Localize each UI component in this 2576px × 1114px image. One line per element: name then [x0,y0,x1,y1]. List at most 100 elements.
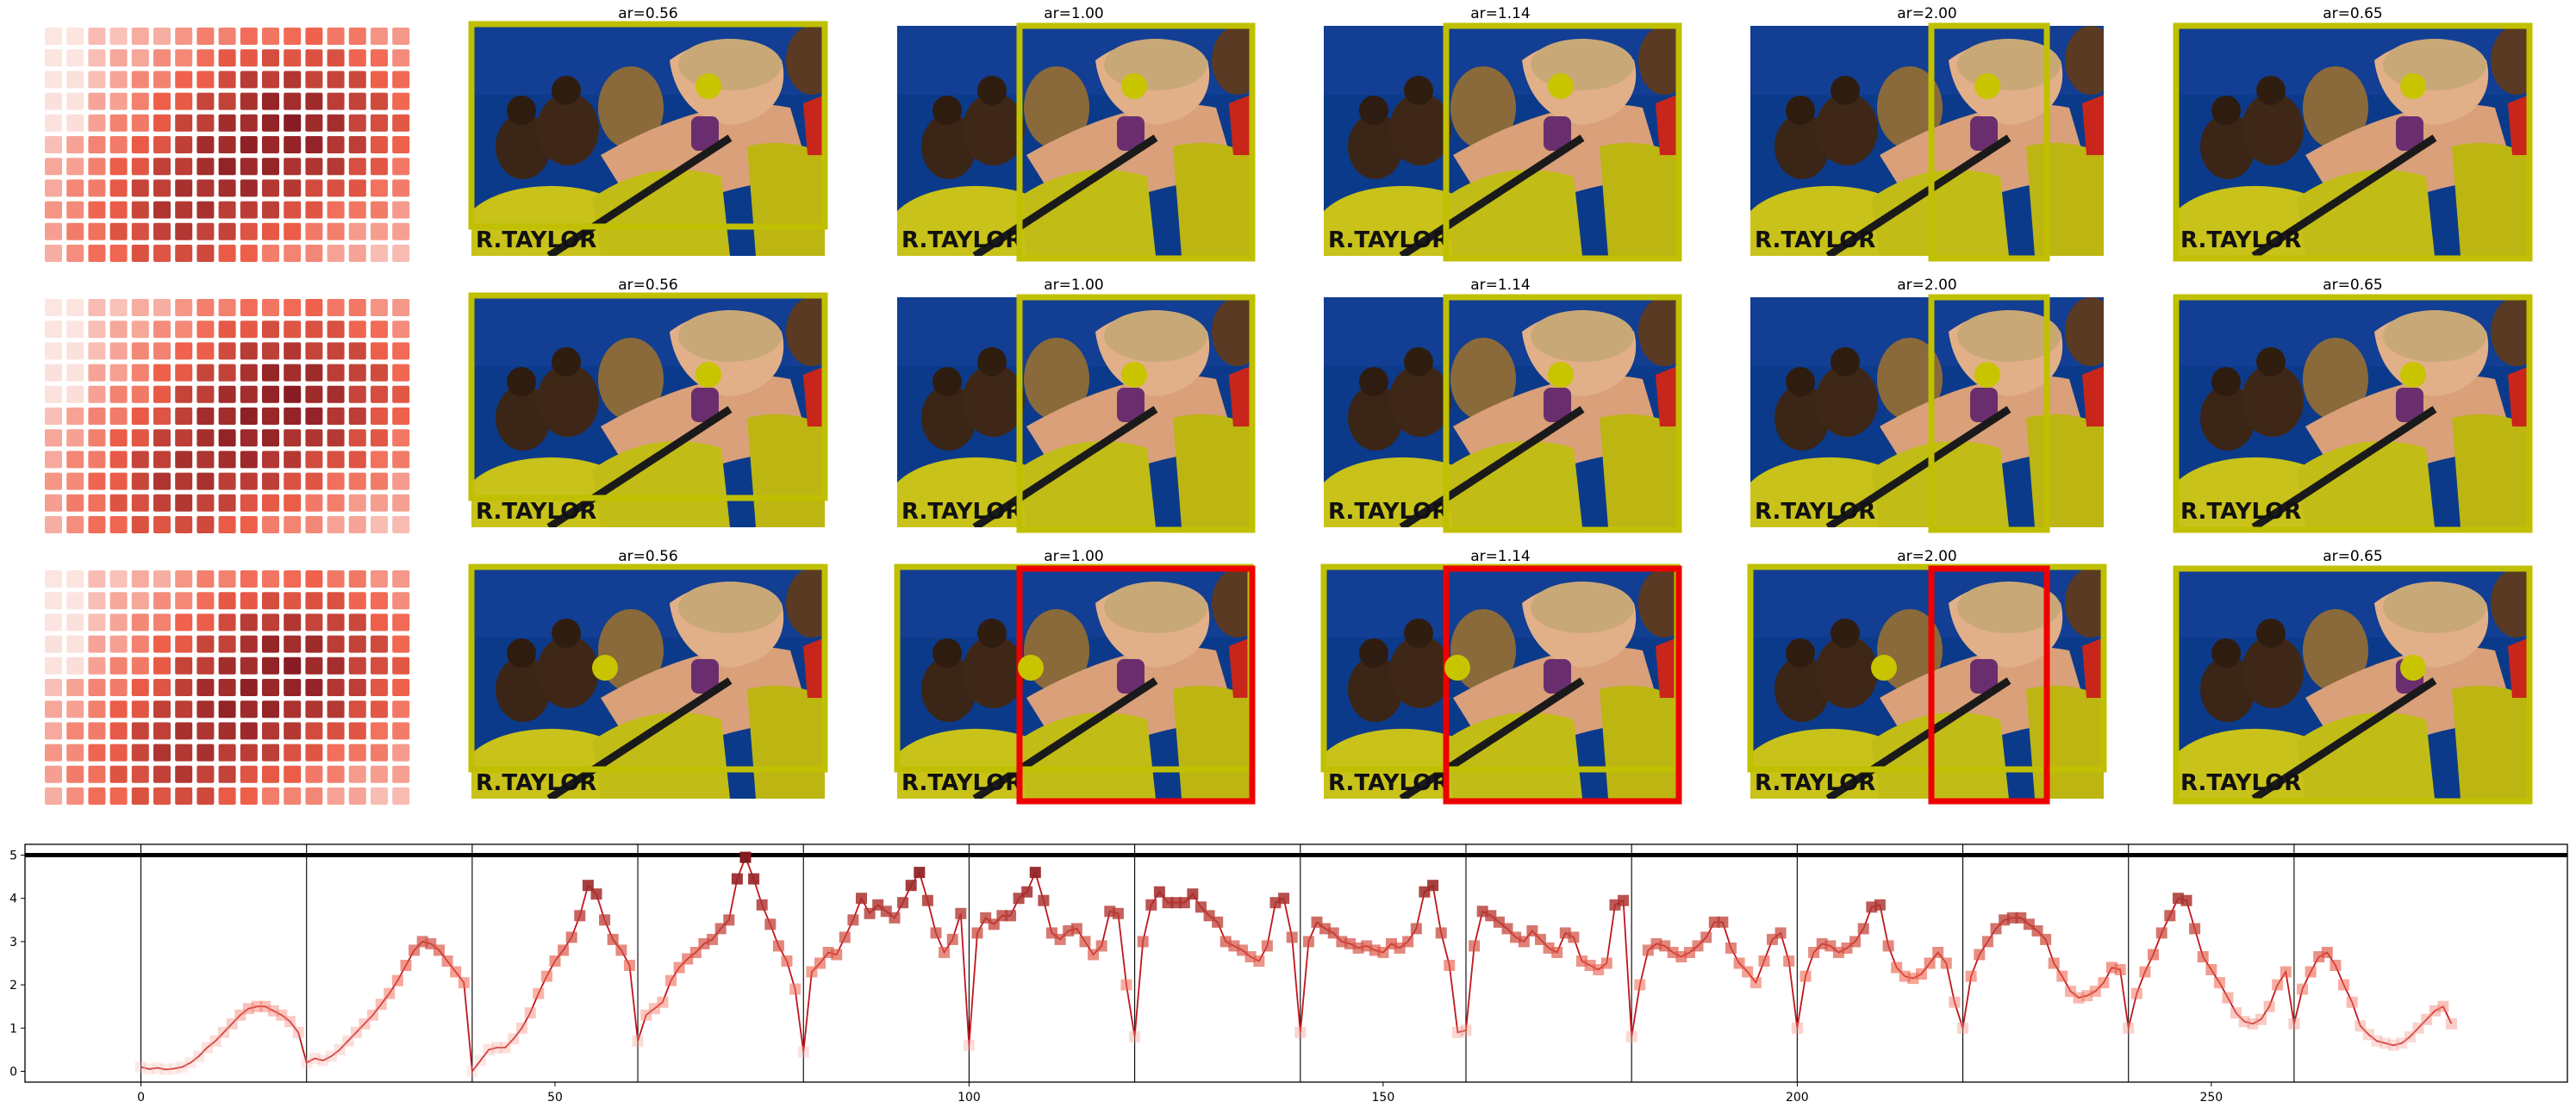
heatmap-cell [175,429,193,447]
heatmap-cell [109,408,128,425]
crop-panel: ar=0.56 [468,277,838,527]
data-point [326,1050,337,1062]
heatmap-cell [88,472,106,490]
heatmap-cell [153,451,171,469]
data-point [1618,894,1630,906]
data-point [640,1009,652,1021]
heatmap-cell [218,472,236,490]
heatmap-cell [196,657,215,675]
image-grid: ar=0.56 ar=1.00 ar=1.14 ar=2.00 ar=0.65 ar=0.… [45,5,2542,805]
heatmap-cell [305,570,323,588]
heatmap-cell [327,299,345,316]
heatmap-cell [240,201,258,219]
data-point [508,1033,520,1045]
heatmap-cell [218,49,236,67]
data-point [2272,979,2284,991]
heatmap-cell [66,613,84,632]
data-point [1518,936,1530,948]
heatmap-cell [218,657,236,675]
heatmap-cell [392,744,410,762]
heatmap-cell [348,472,366,490]
heatmap-cell [262,299,279,316]
heatmap-cell [131,364,149,382]
heatmap-cell [196,299,215,316]
data-point [665,974,677,986]
heatmap-cell [240,494,258,512]
heatmap-cell [88,222,106,240]
heatmap-cell [131,592,149,610]
heatmap-cell [109,364,128,382]
data-point [1327,927,1339,939]
heatmap-cell [153,49,171,67]
heatmap-cell [392,245,410,262]
heatmap-cell [153,136,171,153]
heatmap-cell [45,613,62,632]
heatmap-cell [88,765,106,783]
panel-title: ar=2.00 [1897,277,1957,294]
heatmap-cell [66,245,84,262]
heatmap-cell [45,364,62,382]
data-point [831,949,843,961]
heatmap-cell [284,765,302,783]
data-point [648,1003,660,1015]
heatmap-cell [218,722,236,740]
photo [2176,297,2542,527]
data-point [2263,1000,2275,1012]
data-point [2098,977,2110,989]
heatmap-cell [284,657,302,675]
heatmap-cell [305,49,323,67]
panel-title: ar=2.00 [1897,5,1957,22]
data-point [1891,962,1903,974]
heatmap-cell [371,408,388,425]
crop-box [1747,563,2107,773]
heatmap-cell [348,516,366,533]
heatmap-cell [66,201,84,219]
heatmap-cell [218,679,236,696]
data-point [1916,968,1927,980]
heatmap-cell [327,765,345,783]
heatmap-cell [327,364,345,382]
data-point [276,1009,288,1021]
heatmap-cell [66,679,84,696]
x-axis: 0 50 100 150 200 250 [137,1082,2223,1105]
data-point [242,1003,254,1015]
heatmap-cell [153,114,171,132]
heatmap-cell [218,744,236,762]
heatmap-cell [196,158,215,176]
crop-box [2173,22,2533,262]
heatmap-cell [45,179,62,197]
heatmap-cell [196,635,215,653]
heatmap-cell [348,71,366,89]
data-point [2247,1018,2259,1030]
data-point [2396,1037,2408,1049]
heatmap-cell [262,494,279,512]
heatmap-cell [45,700,62,719]
heatmap-cell [262,635,279,653]
heatmap-cell [392,385,410,403]
data-point [1849,936,1862,948]
heatmap-cell [240,321,258,339]
heatmap-cell [392,364,410,382]
photo [471,297,838,527]
heatmap-cell [392,321,410,339]
heatmap-cell [66,321,84,339]
heatmap-cell [88,245,106,262]
heatmap-cell [371,342,388,360]
heatmap-cell [66,158,84,176]
heatmap-cell [392,49,410,67]
heatmap-cell [196,494,215,512]
heatmap-cell [131,28,149,45]
panel-title: ar=1.00 [1044,277,1104,294]
heatmap-cell [218,114,236,132]
data-point [1535,933,1546,945]
heatmap-cell [305,385,323,403]
heatmap-cell [348,385,366,403]
data-point [2048,957,2060,969]
heatmap-cell [284,592,302,610]
heatmap-cell [109,71,128,89]
data-point [1857,923,1869,935]
heatmap-cell [196,49,215,67]
heatmap-cell [45,49,62,67]
fixation-dot [2400,655,2426,681]
fixation-dot [1121,73,1147,99]
